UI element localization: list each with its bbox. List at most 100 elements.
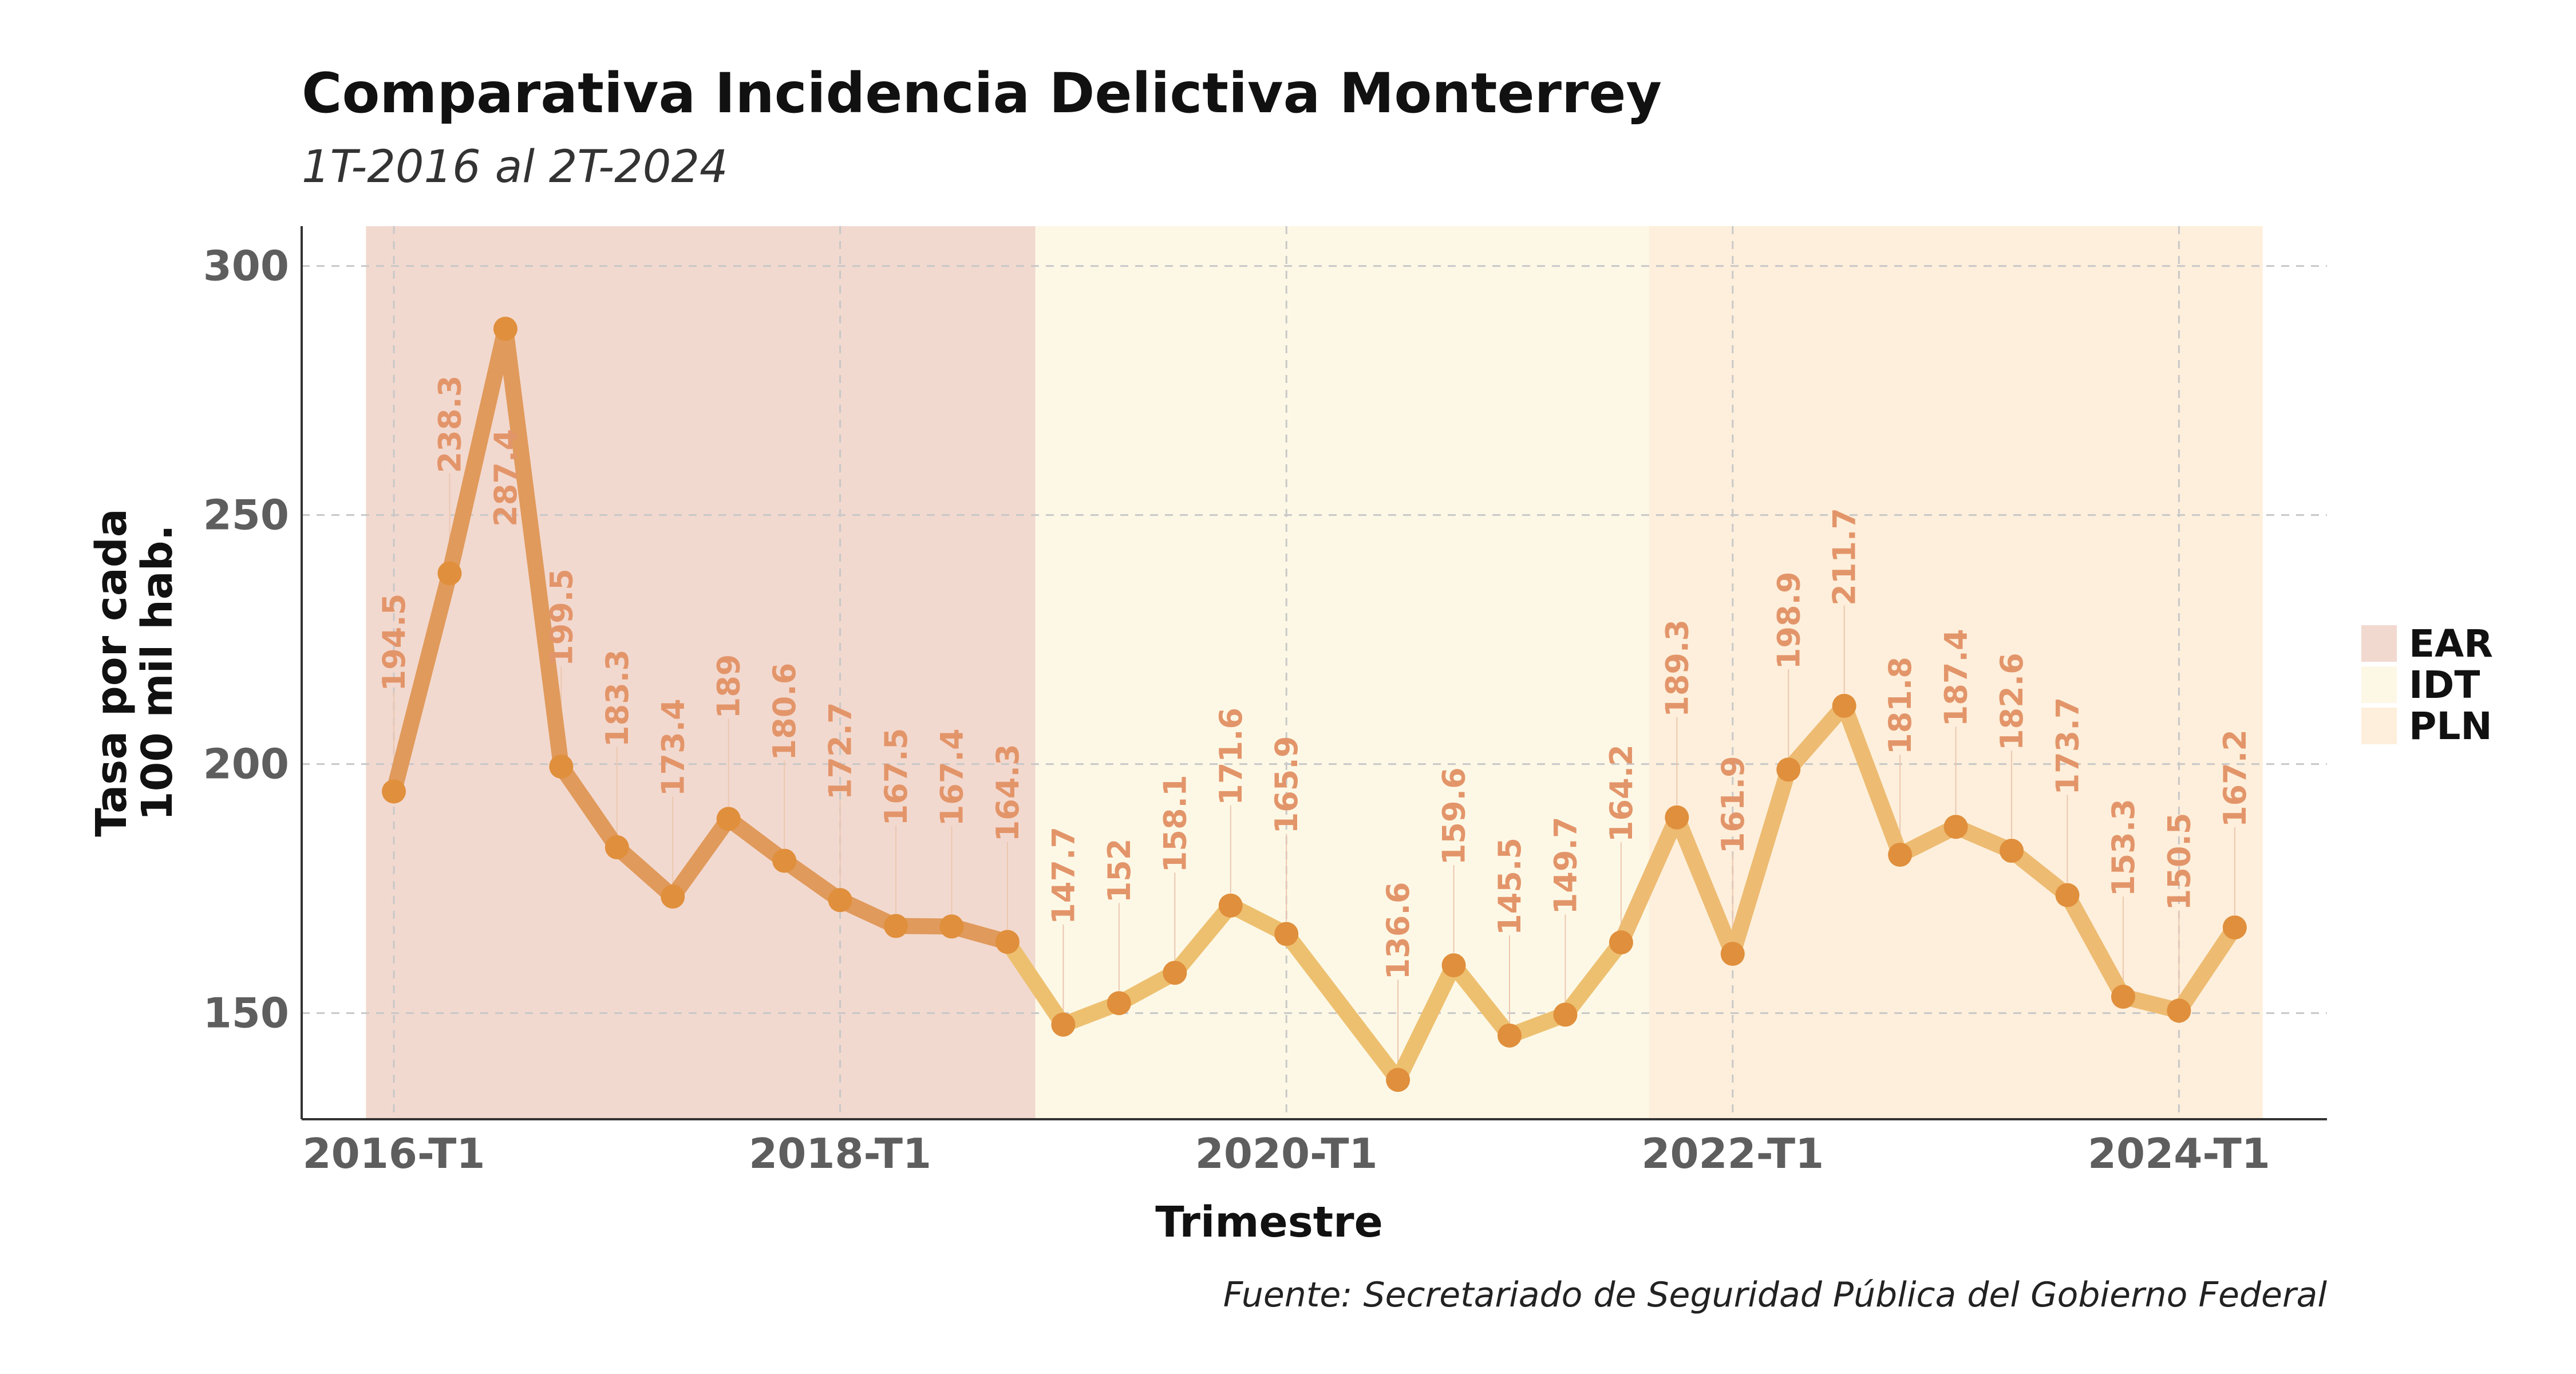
- data-point: [2222, 915, 2247, 940]
- y-axis-title-line1: Tasa por cada: [87, 508, 136, 836]
- data-point: [1832, 693, 1856, 718]
- data-point: [1720, 942, 1745, 966]
- chart-subtitle: 1T-2016 al 2T-2024: [302, 141, 728, 193]
- series-segment: [1167, 897, 1239, 981]
- data-label: 187.4: [1938, 629, 1974, 727]
- data-label: 145.5: [1492, 838, 1528, 935]
- data-point: [828, 888, 852, 913]
- data-label: 287.4: [488, 429, 524, 527]
- data-label: 153.3: [2105, 799, 2142, 897]
- data-point: [1274, 922, 1299, 946]
- data-label: 150.5: [2161, 813, 2197, 911]
- x-tick-label: 2024-T1: [2088, 1130, 2270, 1178]
- data-point: [2000, 839, 2024, 863]
- data-label: 173.4: [655, 698, 691, 796]
- legend-swatch-ear: [2361, 625, 2397, 662]
- series-segment: [441, 321, 513, 582]
- y-axis-title-line2: 100 mil hab.: [133, 524, 182, 821]
- y-tick-label: 150: [203, 989, 289, 1037]
- series-segment: [1613, 809, 1685, 951]
- period-bands: [366, 226, 2263, 1119]
- data-label: 164.2: [1603, 744, 1639, 842]
- data-label: 171.6: [1213, 708, 1249, 806]
- period-band-ear: [366, 226, 1036, 1119]
- series-segment: [2171, 919, 2243, 1019]
- y-tick-label: 300: [203, 242, 289, 290]
- x-tick-label: 2020-T1: [1195, 1130, 1378, 1178]
- series-segment: [497, 321, 570, 775]
- data-label: 147.7: [1045, 827, 1081, 925]
- data-label: 189.3: [1659, 619, 1695, 717]
- ticks: 150 200 250 300 2016-T1 2018-T1 2020-T1 2022-T1…: [203, 242, 2270, 1178]
- data-label: 161.9: [1715, 756, 1751, 854]
- period-band-pln: [1649, 226, 2263, 1119]
- series-segment: [665, 811, 737, 905]
- data-point: [2055, 883, 2080, 907]
- data-point: [1163, 961, 1187, 985]
- data-point: [1107, 991, 1131, 1016]
- data-point: [995, 930, 1020, 954]
- data-label: 167.4: [934, 728, 970, 826]
- data-label: 238.3: [432, 376, 468, 473]
- data-point: [2111, 984, 2135, 1009]
- series-segment: [1669, 809, 1741, 962]
- grid-lines: [302, 226, 2327, 1119]
- data-point: [1051, 1012, 1076, 1037]
- data-label: 149.7: [1547, 816, 1583, 914]
- data-label: 158.1: [1157, 775, 1193, 872]
- series-segment: [1390, 957, 1462, 1088]
- series-segment: [386, 565, 458, 800]
- series-segment: [553, 759, 625, 855]
- chart-title: Comparativa Incidencia Delictiva Monterr…: [302, 61, 1662, 125]
- period-band-idt: [1035, 226, 1649, 1119]
- series-segment: [609, 839, 681, 905]
- legend-label-ear: EAR: [2409, 622, 2493, 666]
- data-point: [661, 885, 685, 909]
- data-point: [549, 755, 574, 779]
- data-point: [1553, 1002, 1578, 1027]
- data-label: 183.3: [599, 649, 635, 747]
- data-label: 189: [711, 654, 747, 719]
- x-tick-label: 2016-T1: [303, 1130, 485, 1178]
- data-point: [1776, 757, 1801, 782]
- axes: [301, 226, 2327, 1120]
- series-segment: [1557, 934, 1629, 1023]
- data-labels: 194.5 238.3 287.4 199.5 183.3 173.4 189 180.6 17…: [376, 376, 2253, 980]
- data-label: 159.6: [1436, 767, 1472, 865]
- x-tick-label: 2022-T1: [1641, 1130, 1824, 1178]
- series-segment: [999, 934, 1072, 1033]
- data-point: [1218, 893, 1243, 918]
- data-label: 164.3: [990, 744, 1026, 842]
- data-point: [716, 807, 741, 831]
- y-axis-title: Tasa por cada 100 mil hab.: [87, 508, 182, 836]
- data-label: 180.6: [767, 663, 803, 761]
- data-label: 152: [1101, 839, 1137, 903]
- data-point: [2167, 998, 2191, 1023]
- data-point: [605, 835, 629, 859]
- series-segment: [1836, 697, 1909, 863]
- data-point: [1498, 1023, 1522, 1048]
- data-label: 199.5: [543, 568, 579, 666]
- data-point: [1665, 805, 1689, 830]
- data-point: [1609, 930, 1633, 955]
- data-point: [1888, 843, 1913, 867]
- legend-label-idt: IDT: [2409, 663, 2480, 707]
- y-tick-label: 250: [203, 491, 289, 539]
- x-tick-label: 2018-T1: [749, 1130, 931, 1178]
- data-point: [1943, 815, 1968, 839]
- source-caption: Fuente: Secretariado de Seguridad Públic…: [1223, 1275, 2328, 1315]
- data-label: 167.5: [878, 728, 914, 826]
- data-point: [437, 561, 462, 586]
- data-label: 173.7: [2050, 697, 2086, 795]
- legend-swatch-idt: [2361, 666, 2397, 703]
- data-points: [382, 317, 2247, 1092]
- data-point: [939, 914, 964, 939]
- data-label: 165.9: [1269, 736, 1305, 834]
- data-label: 181.8: [1882, 657, 1918, 755]
- data-label: 182.6: [1994, 653, 2030, 751]
- data-point: [772, 848, 797, 873]
- series-segment: [1278, 926, 1350, 1015]
- y-tick-label: 200: [203, 740, 289, 788]
